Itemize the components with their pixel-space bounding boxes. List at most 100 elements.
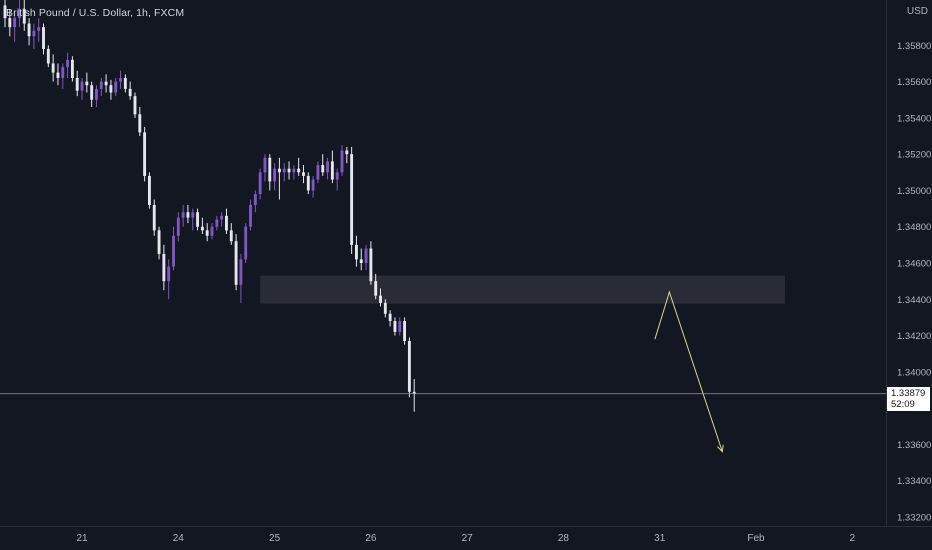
- time-tick-label: 27: [462, 533, 474, 544]
- candle-body: [379, 295, 382, 303]
- candle-body: [383, 302, 387, 314]
- price-tick-label: 1.35800: [897, 41, 931, 52]
- candle-body: [147, 175, 151, 205]
- candle-body: [350, 154, 354, 245]
- price-tick-label: 1.35600: [897, 77, 931, 88]
- candle-body: [364, 248, 368, 263]
- candle-body: [181, 212, 185, 218]
- candle-body: [162, 253, 166, 282]
- candle-body: [13, 18, 17, 28]
- candle-body: [229, 230, 233, 242]
- price-tick-label: 1.33200: [897, 512, 931, 523]
- candle-body: [99, 81, 103, 89]
- time-tick-label: 28: [558, 533, 570, 544]
- candle-body: [80, 81, 84, 91]
- candle-layer: [3, 0, 416, 412]
- candle-body: [143, 132, 147, 176]
- candle-body: [249, 204, 252, 227]
- candle-body: [234, 241, 238, 285]
- candle-body: [191, 212, 195, 218]
- time-tick-label: 2: [850, 533, 856, 544]
- candle-body: [340, 150, 344, 173]
- candle-body: [42, 27, 45, 49]
- candle-body: [66, 59, 70, 68]
- price-tick-label: 1.35200: [897, 150, 931, 161]
- candle-body: [220, 215, 224, 220]
- candle-body: [176, 217, 180, 236]
- candle-body: [282, 168, 286, 173]
- price-tick-label: 1.33400: [897, 476, 931, 487]
- candle-body: [46, 48, 50, 64]
- candle-body: [17, 9, 21, 19]
- candle-body: [302, 172, 305, 176]
- candle-body: [51, 63, 55, 73]
- candle-body: [354, 244, 358, 260]
- time-tick-label: 31: [654, 533, 666, 544]
- candle-body: [403, 321, 407, 341]
- candle-body: [114, 81, 118, 93]
- candle-body: [253, 194, 257, 205]
- price-tick-label: 1.34600: [897, 259, 931, 270]
- candle-body: [157, 230, 161, 254]
- price-axis[interactable]: 1.33200 1.33400 1.33600 1.34000 1.34200 1.344…: [897, 41, 931, 524]
- symbol-title[interactable]: British Pound / U.S. Dollar, 1h, FXCM: [6, 7, 185, 19]
- currency-label[interactable]: USD: [906, 6, 928, 17]
- candle-body: [326, 161, 329, 173]
- candle-body: [123, 77, 127, 89]
- candle-body: [210, 226, 214, 236]
- candle-body: [85, 81, 89, 86]
- candle-body: [297, 168, 301, 173]
- time-tick-label: 25: [269, 533, 281, 544]
- drawing-layer: [654, 290, 724, 453]
- candle-body: [75, 77, 79, 91]
- candle-body: [335, 172, 339, 180]
- candle-body: [273, 168, 277, 182]
- candle-body: [258, 172, 262, 195]
- candle-body: [388, 313, 392, 322]
- candle-body: [407, 340, 411, 392]
- candle-body: [225, 215, 228, 231]
- candle-body: [316, 165, 320, 180]
- candle-body: [287, 168, 291, 173]
- arrow-head: [717, 444, 724, 453]
- candle-body: [104, 81, 108, 86]
- candle-body: [128, 88, 132, 97]
- last-price-value: 1.33879: [891, 387, 926, 399]
- candle-body: [200, 226, 204, 231]
- candle-body: [215, 219, 219, 227]
- candle-body: [22, 9, 26, 24]
- time-axis[interactable]: 21 24 25 26 27 28 31 Feb 2: [76, 533, 855, 544]
- candle-body: [56, 72, 60, 78]
- price-tick-label: 1.34000: [897, 367, 931, 378]
- last-price-label: 1.33879 52:09: [887, 386, 930, 411]
- projection-arrow[interactable]: [654, 290, 723, 452]
- time-tick-label: 21: [76, 533, 88, 544]
- candle-body: [172, 235, 175, 267]
- candle-body: [119, 77, 122, 82]
- candle-body: [330, 161, 334, 180]
- candle-body: [306, 175, 310, 191]
- price-tick-label: 1.35000: [897, 186, 931, 197]
- candle-body: [90, 85, 94, 100]
- candle-body: [70, 59, 74, 78]
- candle-body: [239, 259, 243, 285]
- candle-body: [321, 165, 325, 173]
- candle-body: [32, 30, 36, 37]
- candle-body: [268, 157, 272, 182]
- candle-body: [244, 226, 248, 260]
- candle-body: [186, 212, 190, 218]
- candle-body: [205, 230, 209, 236]
- candle-body: [152, 204, 156, 231]
- price-tick-label: 1.35400: [897, 113, 931, 124]
- candle-body: [369, 248, 373, 282]
- zone-layer: [260, 275, 785, 304]
- candle-body: [311, 179, 315, 191]
- bar-countdown: 52:09: [891, 398, 915, 410]
- candle-body: [345, 150, 349, 155]
- resistance-zone[interactable]: [260, 275, 785, 304]
- price-tick-label: 1.34800: [897, 222, 931, 233]
- candle-body: [277, 168, 281, 173]
- candle-body: [167, 266, 171, 282]
